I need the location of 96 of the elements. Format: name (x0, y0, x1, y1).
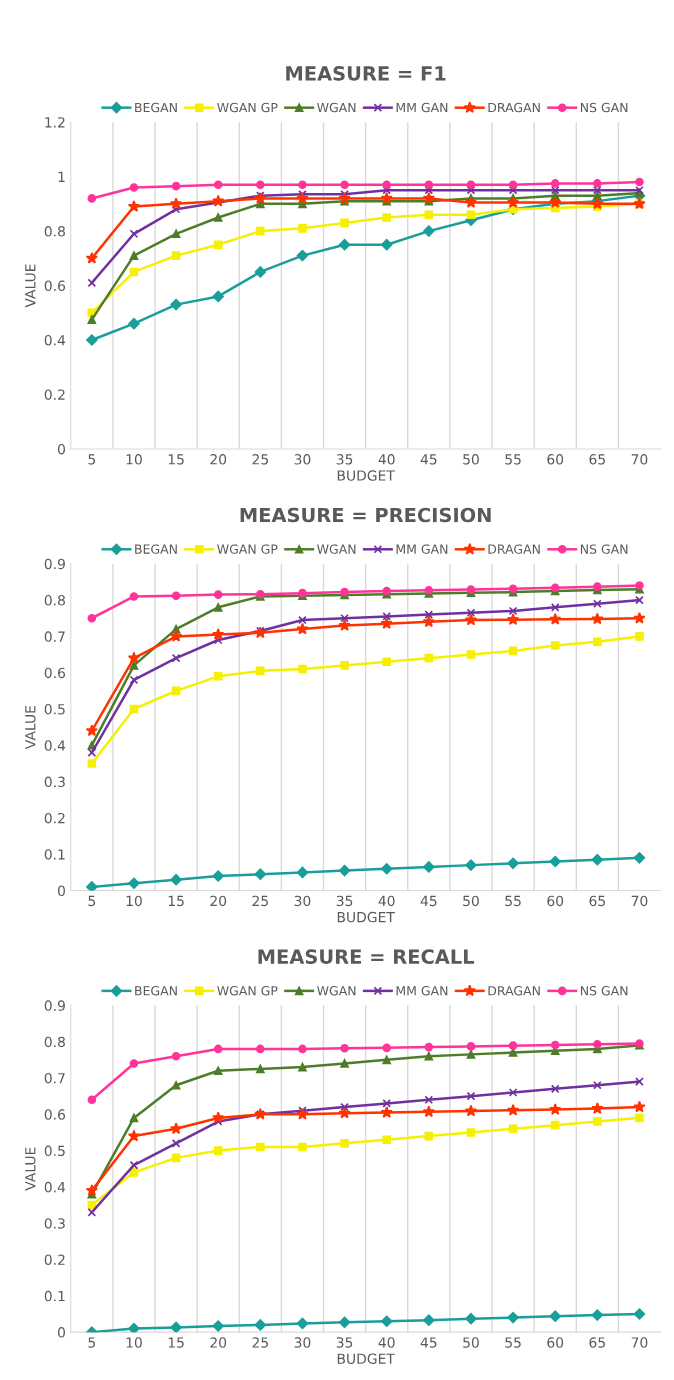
x-tick-label: 55 (505, 1337, 521, 1348)
y-tick-label: 0.1 (44, 1290, 65, 1302)
legend-label: MM GAN (396, 544, 448, 554)
x-tick-label: 45 (420, 895, 437, 907)
legend-label: NS GAN (580, 102, 628, 113)
y-tick-label: 0.4 (44, 740, 66, 751)
y-tick-label: 0.3 (44, 776, 65, 788)
x-tick-label: 50 (463, 895, 479, 907)
chart-title: MEASURE = F1 (286, 66, 446, 81)
x-tick-label: 65 (589, 454, 605, 465)
y-axis-title: VALUE (25, 264, 36, 308)
y-tick-label: 0.8 (44, 1036, 65, 1048)
x-tick-label: 15 (168, 895, 184, 907)
x-tick-label: 10 (126, 895, 142, 907)
legend-label: BEGAN (135, 544, 177, 554)
legend-label: DRAGAN (488, 102, 540, 113)
x-tick-label: 15 (168, 1337, 184, 1348)
x-tick-label: 35 (336, 454, 353, 465)
y-tick-label: 0 (57, 1327, 65, 1338)
x-tick-label: 50 (463, 454, 479, 465)
legend-label: MM GAN (396, 985, 448, 996)
legend-label: WGAN (317, 544, 356, 554)
legend-label: MM GAN (396, 102, 448, 113)
x-tick-label: 60 (547, 454, 564, 465)
x-tick-label: 70 (631, 1337, 648, 1348)
y-tick-label: 0.6 (44, 667, 66, 679)
x-tick-label: 20 (210, 895, 227, 907)
y-tick-label: 0.4 (44, 1181, 66, 1193)
x-tick-label: 40 (378, 895, 395, 907)
legend-label: DRAGAN (488, 985, 540, 996)
legend-label: WGAN GP (217, 102, 278, 113)
x-tick-label: 30 (294, 454, 311, 465)
x-tick-label: 25 (252, 1337, 268, 1348)
y-tick-label: 0.5 (44, 703, 65, 715)
x-tick-label: 35 (336, 1337, 353, 1348)
legend-label: WGAN GP (217, 985, 278, 996)
chart-title: MEASURE = PRECISION (240, 507, 491, 523)
x-tick-label: 60 (547, 895, 564, 907)
x-tick-label: 30 (294, 895, 311, 907)
x-axis-title: BUDGET (337, 470, 395, 481)
x-tick-label: 40 (378, 1337, 395, 1348)
x-tick-label: 70 (631, 454, 648, 465)
y-tick-label: 0.3 (44, 1218, 65, 1229)
y-axis-title: VALUE (25, 705, 36, 750)
legend-label: WGAN (317, 985, 356, 996)
x-tick-label: 65 (589, 1337, 605, 1348)
y-tick-label: 0.8 (44, 226, 65, 237)
x-tick-label: 10 (126, 1337, 142, 1348)
x-tick-label: 25 (252, 454, 268, 465)
x-tick-label: 60 (547, 1337, 564, 1348)
x-tick-label: 5 (88, 1337, 96, 1348)
y-tick-label: 0.6 (44, 280, 66, 292)
x-tick-label: 55 (505, 895, 521, 907)
x-tick-label: 45 (420, 454, 437, 465)
y-axis-title: VALUE (25, 1147, 36, 1191)
x-tick-label: 30 (294, 1337, 311, 1348)
y-tick-label: 0.4 (44, 334, 66, 346)
x-tick-label: 65 (589, 895, 605, 907)
x-tick-label: 5 (88, 454, 96, 465)
x-tick-label: 40 (378, 454, 395, 465)
legend-label: WGAN (317, 102, 356, 113)
legend-label: BEGAN (135, 985, 177, 996)
x-axis-title: BUDGET (337, 911, 395, 923)
legend-label: NS GAN (580, 985, 628, 996)
chart-title: MEASURE = RECALL (258, 949, 475, 964)
x-tick-label: 50 (463, 1337, 479, 1348)
y-tick-label: 0.8 (44, 595, 65, 606)
x-tick-label: 20 (210, 1337, 227, 1348)
x-tick-label: 20 (210, 454, 227, 465)
y-tick-label: 0 (57, 443, 65, 455)
y-tick-label: 1.2 (45, 117, 65, 128)
x-tick-label: 5 (88, 895, 96, 907)
legend-label: BEGAN (135, 102, 177, 113)
x-tick-label: 15 (168, 454, 184, 465)
legend-label: NS GAN (580, 544, 628, 554)
y-tick-label: 0.9 (44, 558, 65, 570)
y-tick-label: 0.9 (44, 1000, 65, 1011)
y-tick-label: 0.2 (44, 812, 65, 824)
y-tick-label: 0.7 (44, 1072, 65, 1084)
y-tick-label: 0.7 (44, 631, 65, 642)
x-tick-label: 55 (505, 454, 521, 465)
x-tick-label: 70 (631, 895, 648, 907)
y-tick-label: 0.2 (44, 1254, 65, 1265)
x-tick-label: 10 (126, 454, 142, 465)
x-axis-title: BUDGET (337, 1353, 395, 1364)
legend-label: DRAGAN (488, 544, 540, 554)
y-tick-label: 0.2 (44, 389, 65, 400)
y-tick-label: 1 (58, 171, 65, 182)
y-tick-label: 0.5 (44, 1145, 65, 1157)
y-tick-label: 0 (57, 885, 65, 897)
x-tick-label: 45 (420, 1337, 437, 1348)
x-tick-label: 25 (252, 895, 268, 907)
x-tick-label: 35 (336, 895, 353, 907)
y-tick-label: 0.1 (44, 849, 65, 860)
legend-label: WGAN GP (217, 544, 278, 554)
y-tick-label: 0.6 (44, 1109, 66, 1120)
